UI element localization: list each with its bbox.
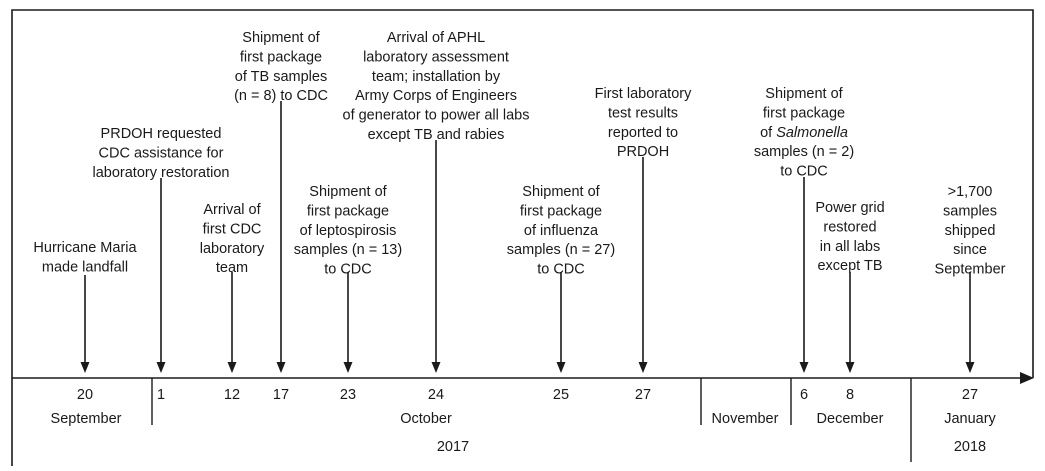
event-arrowhead-icon-8 bbox=[799, 362, 809, 373]
day-tick-label-4: 23 bbox=[340, 387, 356, 403]
day-tick-label-2: 12 bbox=[224, 387, 240, 403]
day-tick-label-9: 8 bbox=[846, 387, 854, 403]
event-label-10-line-0: >1,700 bbox=[948, 184, 993, 200]
day-tick-label-0: 20 bbox=[77, 387, 93, 403]
event-label-9-line-0: Power grid bbox=[815, 200, 884, 216]
event-label-5-line-2: team; installation by bbox=[372, 69, 501, 85]
event-label-1-line-1: CDC assistance for bbox=[99, 145, 224, 161]
month-label-4: January bbox=[944, 411, 996, 427]
event-label-8-line-1: first package bbox=[763, 105, 845, 121]
event-label-6-line-0: Shipment of bbox=[522, 184, 600, 200]
event-label-10-line-4: September bbox=[935, 262, 1006, 278]
event-arrowhead-icon-1 bbox=[156, 362, 166, 373]
event-label-10-line-2: shipped bbox=[945, 223, 996, 239]
event-label-5-line-5: except TB and rabies bbox=[368, 127, 505, 143]
day-tick-label-5: 24 bbox=[428, 387, 444, 403]
event-label-4-line-0: Shipment of bbox=[309, 184, 387, 200]
event-label-0-line-1: made landfall bbox=[42, 259, 128, 275]
month-label-0: September bbox=[51, 411, 122, 427]
month-label-2: November bbox=[712, 411, 779, 427]
event-label-3-line-1: first package bbox=[240, 49, 322, 65]
event-label-6-line-3: samples (n = 27) bbox=[507, 242, 615, 258]
figure-frame bbox=[11, 9, 1034, 466]
day-tick-label-7: 27 bbox=[635, 387, 651, 403]
event-label-3-line-2: of TB samples bbox=[235, 69, 327, 85]
event-label-2-line-2: laboratory bbox=[200, 241, 265, 257]
event-label-5-line-0: Arrival of APHL bbox=[387, 30, 485, 46]
event-arrowhead-icon-10 bbox=[965, 362, 975, 373]
day-tick-label-6: 25 bbox=[553, 387, 569, 403]
month-label-1: October bbox=[400, 411, 452, 427]
event-label-1-line-0: PRDOH requested bbox=[101, 126, 222, 142]
event-label-5-line-1: laboratory assessment bbox=[363, 49, 509, 65]
event-label-2-line-0: Arrival of bbox=[203, 202, 261, 218]
event-arrowhead-icon-2 bbox=[227, 362, 237, 373]
event-label-3-line-0: Shipment of bbox=[242, 30, 320, 46]
event-label-6-line-4: to CDC bbox=[537, 262, 585, 278]
year-label-0: 2017 bbox=[437, 439, 469, 455]
event-label-4-line-4: to CDC bbox=[324, 262, 372, 278]
event-label-4-line-2: of leptospirosis bbox=[300, 223, 397, 239]
event-arrowhead-icon-6 bbox=[556, 362, 566, 373]
event-label-8-line-0: Shipment of bbox=[765, 86, 843, 102]
event-label-2-line-3: team bbox=[216, 260, 248, 276]
event-label-2-line-1: first CDC bbox=[203, 221, 262, 237]
event-label-0-line-0: Hurricane Maria bbox=[33, 240, 137, 256]
event-label-10-line-1: samples bbox=[943, 203, 997, 219]
event-arrowhead-icon-3 bbox=[276, 362, 286, 373]
day-tick-label-3: 17 bbox=[273, 387, 289, 403]
event-label-7-line-2: reported to bbox=[608, 125, 678, 141]
event-label-4-line-1: first package bbox=[307, 203, 389, 219]
day-tick-label-1: 1 bbox=[157, 387, 165, 403]
event-label-8-line-2: of Salmonella bbox=[760, 125, 848, 141]
event-label-3-line-3: (n = 8) to CDC bbox=[234, 88, 328, 104]
day-tick-label-10: 27 bbox=[962, 387, 978, 403]
month-label-3: December bbox=[817, 411, 884, 427]
event-label-5-line-3: Army Corps of Engineers bbox=[355, 88, 517, 104]
event-label-5-line-4: of generator to power all labs bbox=[343, 108, 530, 124]
event-label-8-line-4: to CDC bbox=[780, 164, 828, 180]
day-tick-label-8: 6 bbox=[800, 387, 808, 403]
event-label-6-line-1: first package bbox=[520, 203, 602, 219]
event-label-9-line-3: except TB bbox=[817, 258, 882, 274]
year-label-1: 2018 bbox=[954, 439, 986, 455]
event-label-9-line-2: in all labs bbox=[820, 239, 880, 255]
axis-arrow-icon bbox=[1020, 372, 1034, 384]
event-label-8-line-3: samples (n = 2) bbox=[754, 144, 854, 160]
event-arrowhead-icon-0 bbox=[80, 362, 90, 373]
event-arrowhead-icon-4 bbox=[343, 362, 353, 373]
event-label-1-line-2: laboratory restoration bbox=[92, 165, 229, 181]
event-label-6-line-2: of influenza bbox=[524, 223, 599, 239]
event-label-7-line-3: PRDOH bbox=[617, 144, 669, 160]
event-label-4-line-3: samples (n = 13) bbox=[294, 242, 402, 258]
event-arrowhead-icon-7 bbox=[638, 362, 648, 373]
event-label-10-line-3: since bbox=[953, 242, 987, 258]
event-label-9-line-1: restored bbox=[823, 219, 876, 235]
event-arrowhead-icon-9 bbox=[845, 362, 855, 373]
event-label-7-line-0: First laboratory bbox=[595, 86, 692, 102]
event-label-7-line-1: test results bbox=[608, 105, 678, 121]
event-arrowhead-icon-5 bbox=[431, 362, 441, 373]
